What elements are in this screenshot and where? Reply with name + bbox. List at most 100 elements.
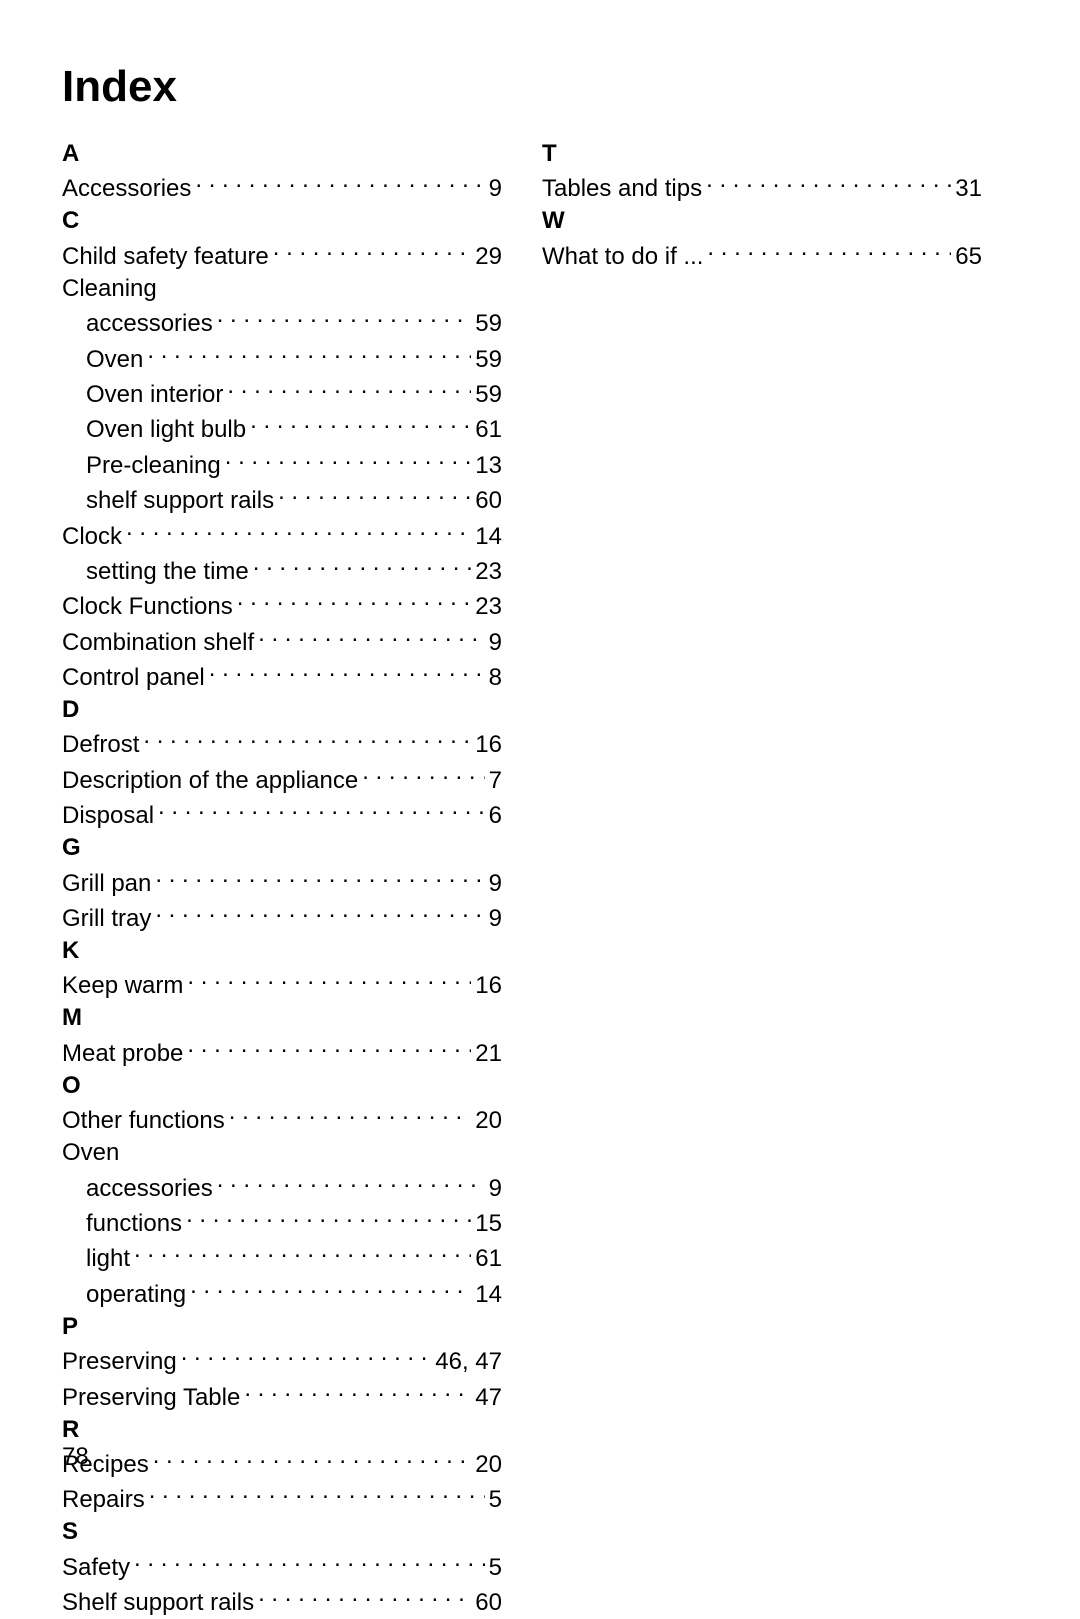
index-entry: Repairs5 <box>62 1481 502 1516</box>
index-entry: accessories 9 <box>62 1169 502 1204</box>
index-letter: A <box>62 138 502 170</box>
index-term: Pre-cleaning <box>62 450 221 482</box>
index-leader-dots <box>217 305 472 331</box>
index-leader-dots <box>362 761 484 787</box>
index-page-ref: 9 <box>489 1173 502 1205</box>
index-leader-dots <box>186 1205 471 1231</box>
index-entry: Shelf support rails 60 <box>62 1584 502 1619</box>
index-entry: Description of the appliance7 <box>62 761 502 796</box>
index-page-ref: 14 <box>475 521 502 553</box>
index-letter: R <box>62 1414 502 1446</box>
index-page-ref: 13 <box>475 450 502 482</box>
index-right-column: TTables and tips31WWhat to do if ...65 <box>542 138 982 1619</box>
index-entry: Grill tray 9 <box>62 900 502 935</box>
index-leader-dots <box>149 1481 485 1507</box>
index-leader-dots <box>158 797 485 823</box>
index-letter: S <box>62 1516 502 1548</box>
index-page-ref: 60 <box>475 1587 502 1619</box>
index-term: Cleaning <box>62 273 502 305</box>
index-leader-dots <box>278 482 471 508</box>
index-entry: light61 <box>62 1240 502 1275</box>
index-leader-dots <box>253 553 472 579</box>
index-letter: D <box>62 694 502 726</box>
index-page-ref: 29 <box>475 241 502 273</box>
index-entry: Control panel8 <box>62 659 502 694</box>
index-term: Meat probe <box>62 1038 183 1070</box>
index-letter: G <box>62 832 502 864</box>
index-page-ref: 9 <box>489 868 502 900</box>
index-term: Shelf support rails <box>62 1587 254 1619</box>
index-term: Oven <box>62 344 143 376</box>
index-term: Oven interior <box>62 379 223 411</box>
index-page-ref: 47 <box>475 1382 502 1414</box>
index-term: Preserving <box>62 1346 177 1378</box>
index-entry: Meat probe21 <box>62 1034 502 1069</box>
index-page-ref: 16 <box>475 729 502 761</box>
index-letter: K <box>62 935 502 967</box>
index-term: accessories <box>62 1173 213 1205</box>
index-entry: Tables and tips31 <box>542 170 982 205</box>
index-entry: Grill pan9 <box>62 864 502 899</box>
index-page-ref: 31 <box>955 173 982 205</box>
index-page-ref: 23 <box>475 556 502 588</box>
index-entry: Safety5 <box>62 1548 502 1583</box>
index-leader-dots <box>250 411 471 437</box>
index-term: accessories <box>62 308 213 340</box>
index-page-ref: 61 <box>475 1243 502 1275</box>
index-entry: What to do if ...65 <box>542 237 982 272</box>
index-term: Defrost <box>62 729 139 761</box>
index-page-ref: 23 <box>475 591 502 623</box>
index-entry: accessories 59 <box>62 305 502 340</box>
index-entry: Child safety feature 29 <box>62 237 502 272</box>
index-leader-dots <box>155 900 484 926</box>
index-page-ref: 20 <box>475 1105 502 1137</box>
index-leader-dots <box>190 1275 471 1301</box>
index-page-ref: 8 <box>489 662 502 694</box>
index-page-ref: 9 <box>489 627 502 659</box>
index-entry: Oven interior59 <box>62 376 502 411</box>
index-page-ref: 6 <box>489 800 502 832</box>
index-entry: Accessories9 <box>62 170 502 205</box>
index-entry: Clock 14 <box>62 517 502 552</box>
index-term: Keep warm <box>62 970 183 1002</box>
index-letter: W <box>542 205 982 237</box>
index-term: Child safety feature <box>62 241 269 273</box>
index-entry: Defrost 16 <box>62 726 502 761</box>
index-term: Grill tray <box>62 903 151 935</box>
index-entry: Disposal6 <box>62 797 502 832</box>
index-entry: Pre-cleaning 13 <box>62 446 502 481</box>
index-page-ref: 9 <box>489 903 502 935</box>
index-entry: Combination shelf9 <box>62 623 502 658</box>
index-term: operating <box>62 1279 186 1311</box>
index-leader-dots <box>209 659 485 685</box>
index-page-ref: 5 <box>489 1484 502 1516</box>
index-title: Index <box>62 62 1018 112</box>
index-leader-dots <box>181 1343 432 1369</box>
index-page-ref: 60 <box>475 485 502 517</box>
index-leader-dots <box>195 170 484 196</box>
index-leader-dots <box>134 1548 485 1574</box>
index-entry: Recipes20 <box>62 1446 502 1481</box>
index-term: Other functions <box>62 1105 225 1137</box>
index-entry: functions15 <box>62 1205 502 1240</box>
index-columns: AAccessories9CChild safety feature29Clea… <box>62 138 1018 1619</box>
index-leader-dots <box>237 588 472 614</box>
index-leader-dots <box>187 1034 471 1060</box>
index-letter: M <box>62 1002 502 1034</box>
index-leader-dots <box>258 1584 471 1610</box>
index-entry: Preserving Table 47 <box>62 1378 502 1413</box>
index-leader-dots <box>134 1240 471 1266</box>
index-letter: T <box>542 138 982 170</box>
index-term: setting the time <box>62 556 249 588</box>
index-page-ref: 46, 47 <box>435 1346 502 1378</box>
index-page-ref: 65 <box>955 241 982 273</box>
index-entry: Keep warm16 <box>62 967 502 1002</box>
index-term: Preserving Table <box>62 1382 240 1414</box>
index-entry: Clock Functions23 <box>62 588 502 623</box>
index-page-ref: 15 <box>475 1208 502 1240</box>
index-term: Clock <box>62 521 122 553</box>
index-term: Oven light bulb <box>62 414 246 446</box>
index-page-ref: 59 <box>475 344 502 376</box>
index-page-ref: 59 <box>475 308 502 340</box>
index-page-ref: 61 <box>475 414 502 446</box>
